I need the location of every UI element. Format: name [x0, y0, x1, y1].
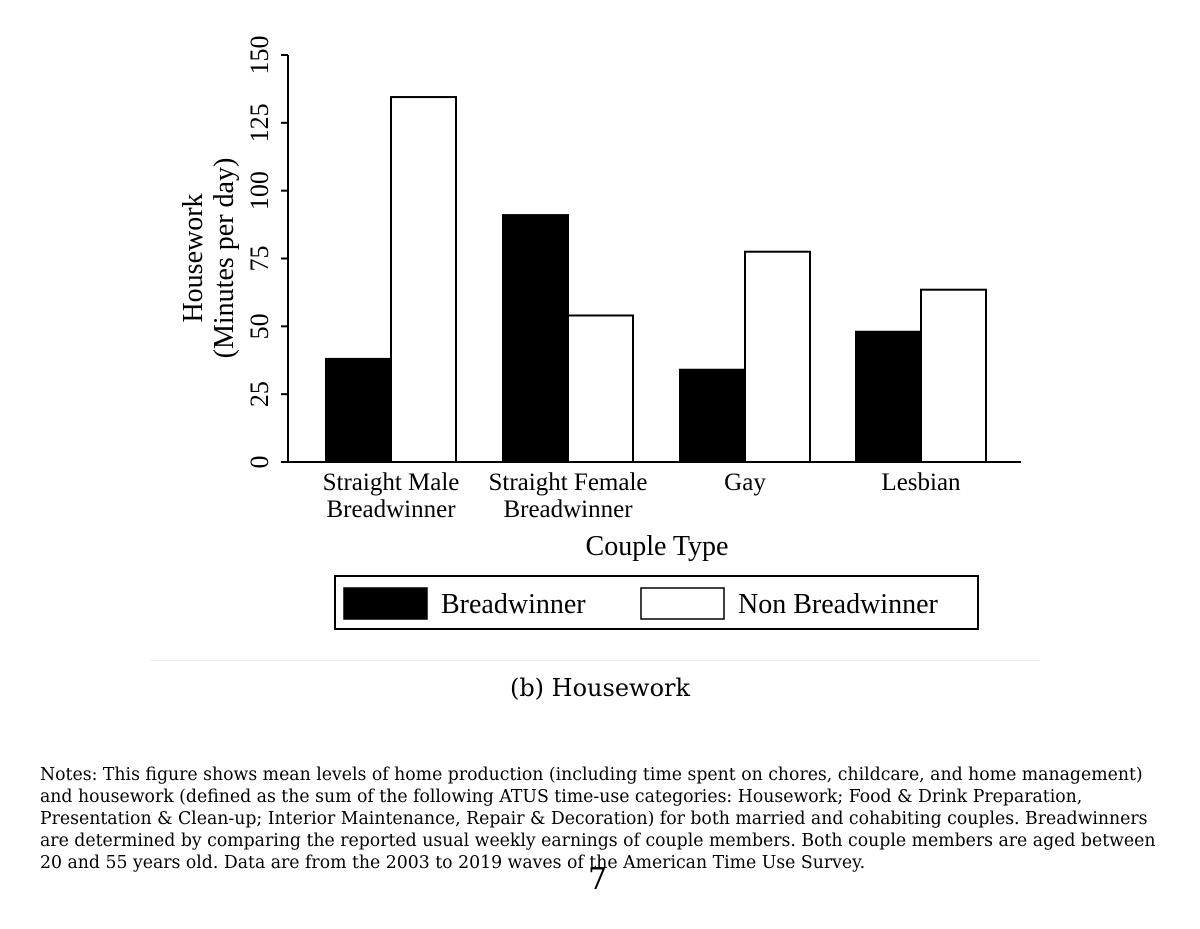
legend-swatch — [640, 587, 725, 620]
x-tick-label: Gay — [724, 469, 766, 496]
y-tick-label: 75 — [245, 246, 274, 272]
bar-chart: 0 25 50 75 100 125 150 Housework (Minutes per da… — [178, 36, 1021, 630]
bar-breadwinner — [325, 357, 392, 464]
bar-non-breadwinner — [744, 250, 811, 463]
y-tick-label: 0 — [245, 456, 274, 469]
legend-box — [334, 575, 979, 630]
x-tick-label: Lesbian — [881, 469, 961, 496]
bar-non-breadwinner — [920, 288, 987, 463]
bar-breadwinner — [502, 214, 569, 463]
y-tick-label: 150 — [245, 36, 274, 75]
bar-non-breadwinner — [567, 314, 634, 464]
figure-caption: (b) Housework — [509, 674, 691, 702]
bar-breadwinner — [855, 330, 922, 464]
y-axis-title: Housework — [178, 193, 209, 322]
figure-notes: Notes: This figure shows mean levels of … — [40, 765, 1156, 873]
legend-label: Breadwinner — [441, 589, 586, 620]
y-axis-title: (Minutes per day) — [209, 158, 240, 359]
x-tick-label: Breadwinner — [503, 496, 633, 523]
y-tick-label: 125 — [245, 103, 274, 142]
x-tick-label: Straight Female — [489, 469, 648, 496]
page-number: 7 — [588, 862, 608, 897]
x-axis-title: Couple Type — [586, 531, 729, 562]
separator — [150, 660, 1040, 661]
x-tick-label: Breadwinner — [326, 496, 456, 523]
y-tick-label: 100 — [245, 171, 274, 210]
bar-non-breadwinner — [390, 96, 457, 463]
y-tick-label: 25 — [245, 381, 274, 407]
y-tick-label: 50 — [245, 313, 274, 339]
legend-swatch — [343, 587, 428, 620]
x-tick-label: Straight Male — [323, 469, 460, 496]
legend-label: Non Breadwinner — [738, 589, 939, 620]
bar-breadwinner — [679, 368, 746, 464]
